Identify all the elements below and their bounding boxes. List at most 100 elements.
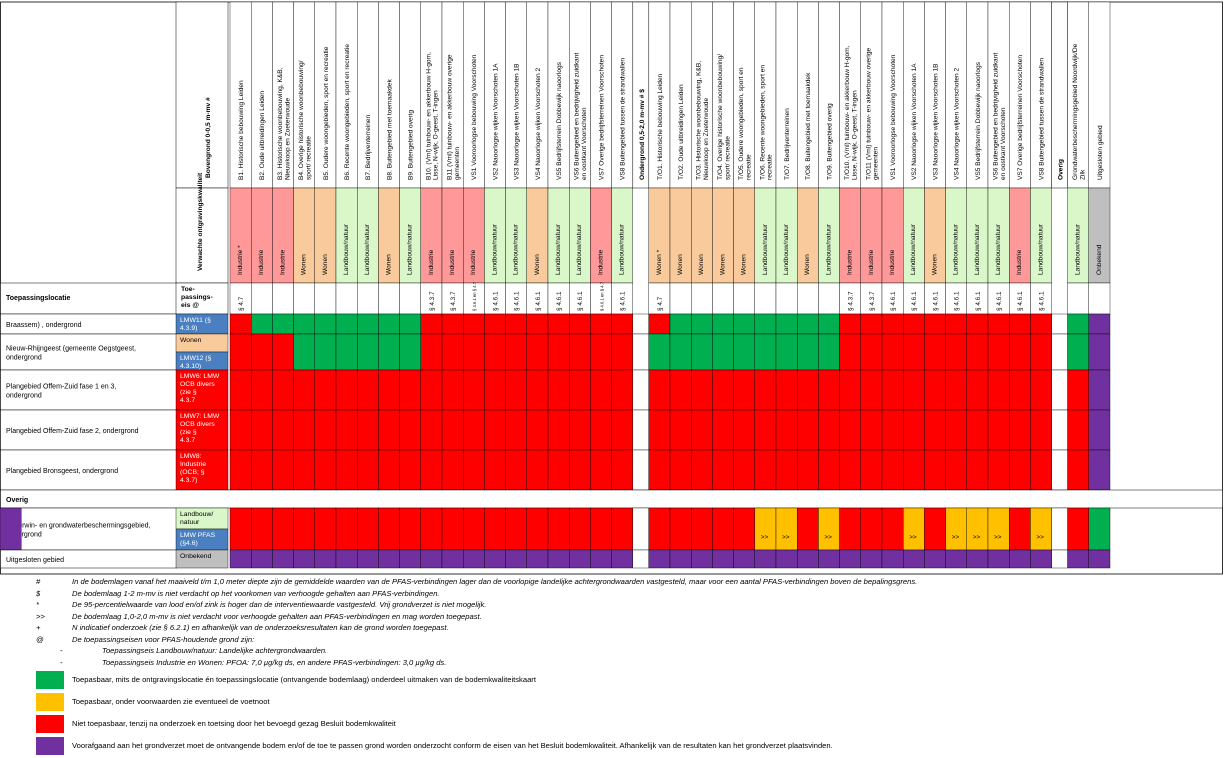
matrix-cell	[547, 507, 570, 551]
footnote: @ De toepassingseisen voor PFAS-houdende …	[36, 634, 1216, 646]
footnote-text: De 95-percentielwaarde van lood en/of zi…	[72, 600, 487, 609]
quality-header: Verwachte ontgravingskwaliteit	[197, 172, 204, 271]
matrix-cell	[881, 333, 904, 371]
gap-cell	[632, 507, 649, 551]
requirement-cell	[293, 282, 316, 315]
matrix-cell-mark: >>	[761, 534, 769, 541]
matrix-cell	[924, 409, 946, 451]
matrix-cell	[569, 507, 591, 551]
quality-label: Wonen	[301, 254, 308, 275]
matrix-cell	[945, 313, 967, 335]
column-header: VS3 Naoorlogse wijken Voorschoten 1B	[932, 63, 939, 180]
matrix-cell	[526, 507, 549, 551]
matrix-cell	[775, 369, 798, 411]
matrix-cell	[1030, 369, 1052, 411]
matrix-cell	[839, 549, 861, 569]
matrix-cell	[314, 449, 337, 491]
matrix-cell	[712, 313, 734, 335]
matrix-cell	[314, 549, 337, 569]
matrix-cell	[754, 333, 777, 371]
matrix-cell	[441, 313, 464, 335]
column-header: VS6 Buitengebied en bedrijvigheid zuidka…	[574, 53, 588, 180]
location-label: Nieuw-Rhijngeest (gemeente Oegstgeest,	[6, 346, 136, 353]
gap-cell	[1051, 369, 1068, 411]
matrix-cell	[924, 549, 946, 569]
requirement-text-2: (§4.6)	[180, 540, 198, 547]
matrix-cell	[1009, 449, 1031, 491]
column-header: B6. Recente woongebieden, sport en recre…	[344, 44, 351, 180]
matrix-cell	[754, 549, 777, 569]
matrix-cell	[669, 409, 692, 451]
matrix-cell	[441, 549, 464, 569]
matrix-cell	[420, 449, 443, 491]
matrix-cell	[797, 369, 819, 411]
matrix-cell	[1067, 369, 1089, 411]
matrix-cell	[881, 507, 904, 551]
location-label: Plangebied Offem-Zuid fase 1 en 3,	[6, 384, 116, 391]
location-label: Waterwin- en grondwaterbeschermingsgebie…	[6, 523, 151, 530]
requirement-text: Wonen	[180, 337, 202, 344]
matrix-cell	[775, 507, 798, 551]
requirement-text: (zie §	[180, 429, 197, 436]
location-cell	[0, 507, 177, 551]
matrix-cell	[712, 333, 734, 371]
matrix-cell	[272, 333, 294, 371]
matrix-cell	[903, 313, 925, 335]
column-header: VS4 Naoorlogse wijken Voorschoten 2	[535, 68, 542, 180]
matrix-cell	[547, 369, 570, 411]
matrix-cell	[547, 313, 570, 335]
matrix-cell	[945, 409, 967, 451]
matrix-cell	[860, 333, 883, 371]
matrix-cell	[945, 449, 967, 491]
quality-label: Landbouw/natuur	[491, 223, 498, 275]
column-header: VS1 Vooroorlogse bebouwing Voorschoten	[471, 54, 478, 180]
requirement-label: § 4.6.1	[975, 291, 982, 311]
matrix-cell	[250, 333, 273, 371]
section-header-overig: Overig	[1058, 159, 1065, 180]
requirement-cell	[314, 282, 337, 315]
matrix-cell	[733, 449, 755, 491]
requirement-text: 4.3.7)	[180, 477, 197, 484]
matrix-cell	[1030, 409, 1052, 451]
matrix-cell	[484, 449, 506, 491]
matrix-cell	[293, 333, 316, 371]
matrix-cell	[1088, 313, 1111, 335]
requirement-label: § 4.6.1	[890, 291, 897, 311]
requirement-label: § 4.7	[657, 296, 664, 311]
quality-label: Industrie	[597, 249, 604, 275]
footnote-symbol: +	[36, 623, 41, 632]
matrix-cell	[924, 333, 946, 371]
column-header: T/O8. Buitengebied met toemaakdek	[805, 72, 812, 180]
matrix-cell	[691, 549, 713, 569]
requirement-label: § 4.6.1	[1017, 291, 1024, 311]
matrix-cell	[712, 549, 734, 569]
matrix-cell	[1067, 333, 1089, 371]
matrix-cell	[903, 449, 925, 491]
subnote-text: Toepassingseis Landbouw/natuur: Landelij…	[102, 646, 328, 655]
column-header: T/O3. Historische woonbebouwing, K&B,Nie…	[696, 61, 710, 180]
column-header: VS3 Naoorlogse wijken Voorschoten 1B	[514, 63, 521, 180]
subnote: - Toepassingseis Industrie en Wonen: PFOA…	[36, 657, 1216, 669]
gap-cell	[1051, 507, 1068, 551]
matrix-cell	[797, 507, 819, 551]
matrix-cell	[484, 313, 506, 335]
application-matrix: Bovengrond 0-0,5 m-mv #Verwachte ontgrav…	[0, 1, 1223, 575]
matrix-cell	[378, 333, 400, 371]
column-header: Grondwaterbeschermingsgebied Noordwijk/D…	[1072, 43, 1086, 180]
column-header: T/O11 (Vml) tuinbouw- en akkerbouw overi…	[865, 47, 879, 180]
matrix-cell	[1067, 409, 1089, 451]
matrix-cell	[505, 409, 528, 451]
matrix-cell	[691, 507, 713, 551]
matrix-cell	[966, 507, 989, 551]
matrix-cell	[357, 369, 379, 411]
matrix-cell	[378, 507, 400, 551]
gap-cell	[632, 369, 649, 411]
matrix-cell	[357, 409, 379, 451]
requirement-cell	[399, 282, 422, 315]
requirement-block	[175, 549, 229, 569]
matrix-cell	[669, 507, 692, 551]
matrix-cell	[611, 313, 633, 335]
footnote-text: N indicatief onderzoek (zie § 6.2.1) en …	[72, 623, 449, 632]
footnote: $ De bodemlaag 1-2 m-mv is niet verdacht …	[36, 588, 1216, 600]
